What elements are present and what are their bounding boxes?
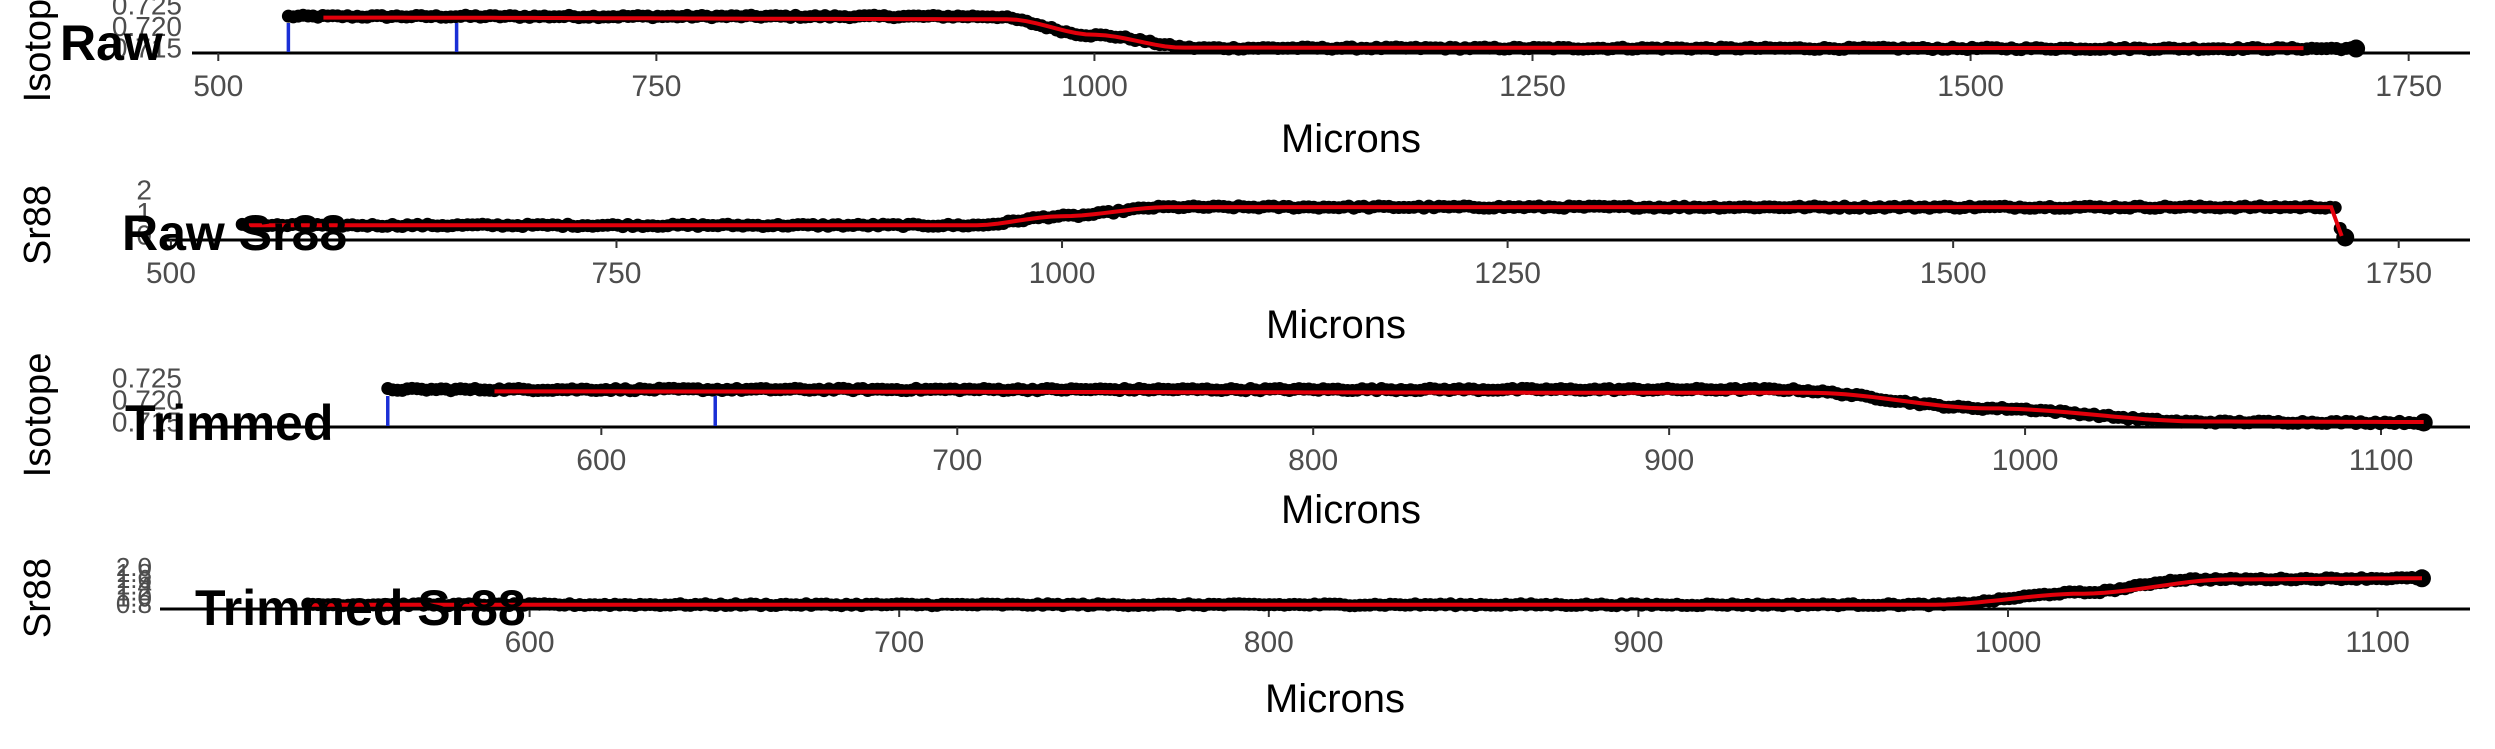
data-point-end	[2347, 39, 2366, 58]
trimmed-xlabel: Microns	[1281, 488, 1421, 532]
trimmed-fit-line	[494, 389, 2424, 424]
raw-xtick-label: 1750	[2375, 70, 2442, 103]
trimmed-ytick-label: 0.715	[112, 406, 182, 437]
raw-sr88-xtick-label: 750	[591, 257, 641, 290]
trimmed-ytick-label: 0.720	[112, 384, 182, 415]
raw-sr88-ytick-label: 0	[136, 219, 152, 250]
trimmed-data-points	[381, 381, 2433, 432]
raw-sr88-xtick-label: 500	[146, 257, 196, 290]
raw-panel-title: Raw	[60, 15, 163, 71]
trimmed-xtick-label: 700	[932, 444, 982, 477]
trimmed-sr88-panel-title: Trimmed Sr88	[195, 580, 526, 636]
raw-xtick-label: 500	[193, 70, 243, 103]
trimmed-sr88-ytick-label: 1.4	[116, 570, 152, 600]
trimmed-sr88-xlabel: Microns	[1265, 677, 1405, 721]
raw-xtick-label: 750	[631, 70, 681, 103]
trimmed-sr88-fit-line	[307, 576, 2422, 607]
trimmed-xtick-label: 1100	[2349, 444, 2414, 477]
raw-sr88-ytick-label: 1	[136, 197, 152, 228]
trimmed-panel-title: Trimmed	[125, 395, 333, 451]
raw-sr88-fit-line	[242, 205, 2344, 237]
raw-sr88-panel: 210 Sr88 500 750 1000 1250 1500 1750 Microns Raw …	[17, 174, 2470, 347]
raw-sr88-xtick-label: 1500	[1920, 257, 1987, 290]
trimmed-sr88-ytick-label: 2.0	[116, 552, 152, 582]
raw-xtick-label: 1500	[1937, 70, 2004, 103]
trimmed-sr88-ytick-label: 1.8	[116, 558, 152, 588]
trimmed-sr88-xtick-label: 1100	[2345, 626, 2410, 659]
raw-ytick-label: 0.715	[112, 32, 182, 63]
raw-data-points	[281, 8, 2366, 58]
trimmed-xtick-label: 800	[1288, 444, 1338, 477]
trimmed-xtick-label: 600	[576, 444, 626, 477]
data-point-end	[2414, 413, 2433, 432]
raw-ylabel: Isotope	[17, 0, 59, 102]
raw-xtick-label: 1250	[1499, 70, 1566, 103]
raw-sr88-ylabel: Sr88	[17, 185, 59, 265]
raw-ytick-label: 0.720	[112, 11, 182, 42]
trimmed-xtick-label: 1000	[1992, 444, 2059, 477]
raw-fit-line	[323, 15, 2304, 51]
trimmed-sr88-ytick-label: 1.6	[116, 564, 152, 594]
trimmed-sr88-ylabel: Sr88	[17, 558, 59, 638]
trimmed-sr88-panel: 2.01.81.61.41.21.00.8 Sr88 600 700 800 900 100…	[17, 552, 2470, 721]
raw-sr88-xlabel: Microns	[1266, 303, 1406, 347]
raw-sr88-xtick-label: 1750	[2365, 257, 2432, 290]
raw-sr88-xtick-label: 1000	[1029, 257, 1096, 290]
trimmed-ylabel: Isotope	[17, 353, 59, 478]
trimmed-sr88-xtick-label: 700	[874, 626, 924, 659]
raw-xtick-label: 1000	[1061, 70, 1128, 103]
trimmed-sr88-ytick-label: 0.8	[116, 589, 152, 619]
trimmed-sr88-xtick-label: 600	[505, 626, 555, 659]
raw-sr88-panel-title: Raw Sr88	[122, 205, 347, 261]
trimmed-sr88-xtick-label: 1000	[1975, 626, 2042, 659]
raw-sr88-xtick-label: 1250	[1474, 257, 1541, 290]
trimmed-ytick-label: 0.725	[112, 362, 182, 393]
trimmed-sr88-xtick-label: 900	[1613, 626, 1663, 659]
trimmed-xtick-label: 900	[1644, 444, 1694, 477]
raw-ytick-label: 0.725	[112, 0, 182, 20]
raw-xlabel: Microns	[1281, 117, 1421, 161]
raw-sr88-ytick-label: 2	[136, 174, 152, 205]
trimmed-sr88-xtick-label: 800	[1244, 626, 1294, 659]
trimmed-sr88-ytick-label: 1.2	[116, 577, 152, 607]
trimmed-sr88-ytick-label: 1.0	[116, 583, 152, 613]
